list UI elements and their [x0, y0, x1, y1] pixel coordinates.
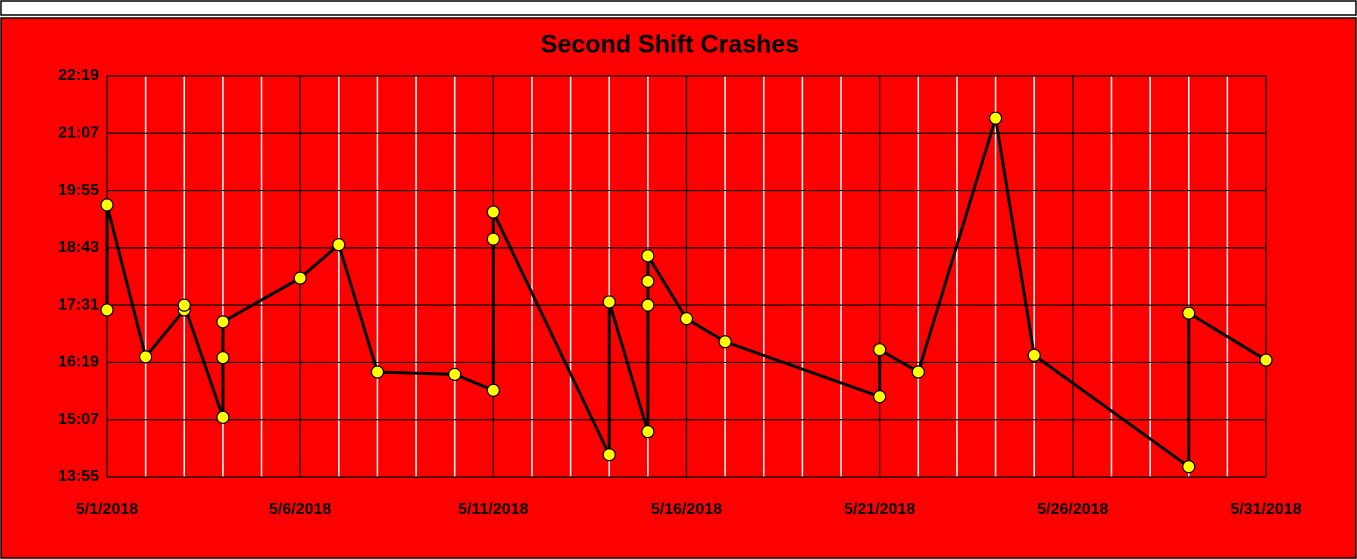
y-tick-label: 19:55: [58, 182, 99, 199]
x-tick-label: 5/1/2018: [76, 501, 138, 518]
data-point: [602, 448, 616, 462]
x-tick-label: 5/21/2018: [844, 501, 915, 518]
y-tick-label: 18:43: [58, 239, 99, 256]
data-point: [1259, 353, 1273, 367]
data-point: [216, 351, 230, 365]
x-tick-label: 5/6/2018: [269, 501, 331, 518]
data-point: [293, 271, 307, 285]
data-point: [602, 295, 616, 309]
data-point: [448, 367, 462, 381]
y-tick-label: 21:07: [58, 125, 99, 142]
data-point: [486, 205, 500, 219]
data-point: [100, 303, 114, 317]
data-point: [911, 365, 925, 379]
data-point: [486, 383, 500, 397]
data-point: [641, 249, 655, 263]
data-point: [332, 238, 346, 252]
y-tick-label: 16:19: [58, 354, 99, 371]
x-tick-label: 5/26/2018: [1037, 501, 1108, 518]
y-tick-label: 15:07: [58, 411, 99, 428]
data-point: [641, 274, 655, 288]
y-tick-label: 17:31: [58, 296, 99, 313]
data-point: [177, 298, 191, 312]
x-tick-label: 5/31/2018: [1230, 501, 1301, 518]
data-point: [1182, 460, 1196, 474]
data-point: [216, 410, 230, 424]
data-point: [873, 343, 887, 357]
data-point: [139, 350, 153, 364]
y-tick-label: 13:55: [58, 468, 99, 485]
chart-title: Second Shift Crashes: [541, 31, 799, 59]
y-tick-label: 22:19: [58, 67, 99, 84]
data-point: [873, 390, 887, 404]
data-point: [679, 312, 694, 326]
chart-background: [0, 17, 1357, 559]
data-point: [1182, 306, 1196, 320]
data-point: [718, 335, 732, 349]
top-strip: [0, 0, 1357, 16]
data-point: [1027, 348, 1041, 362]
data-point: [100, 198, 114, 212]
data-point: [641, 425, 655, 439]
data-point: [486, 232, 500, 246]
data-point: [641, 298, 655, 312]
x-tick-label: 5/16/2018: [651, 501, 722, 518]
data-point: [988, 111, 1003, 125]
data-point: [370, 365, 385, 379]
data-point: [216, 315, 230, 329]
x-tick-label: 5/11/2018: [458, 501, 528, 518]
